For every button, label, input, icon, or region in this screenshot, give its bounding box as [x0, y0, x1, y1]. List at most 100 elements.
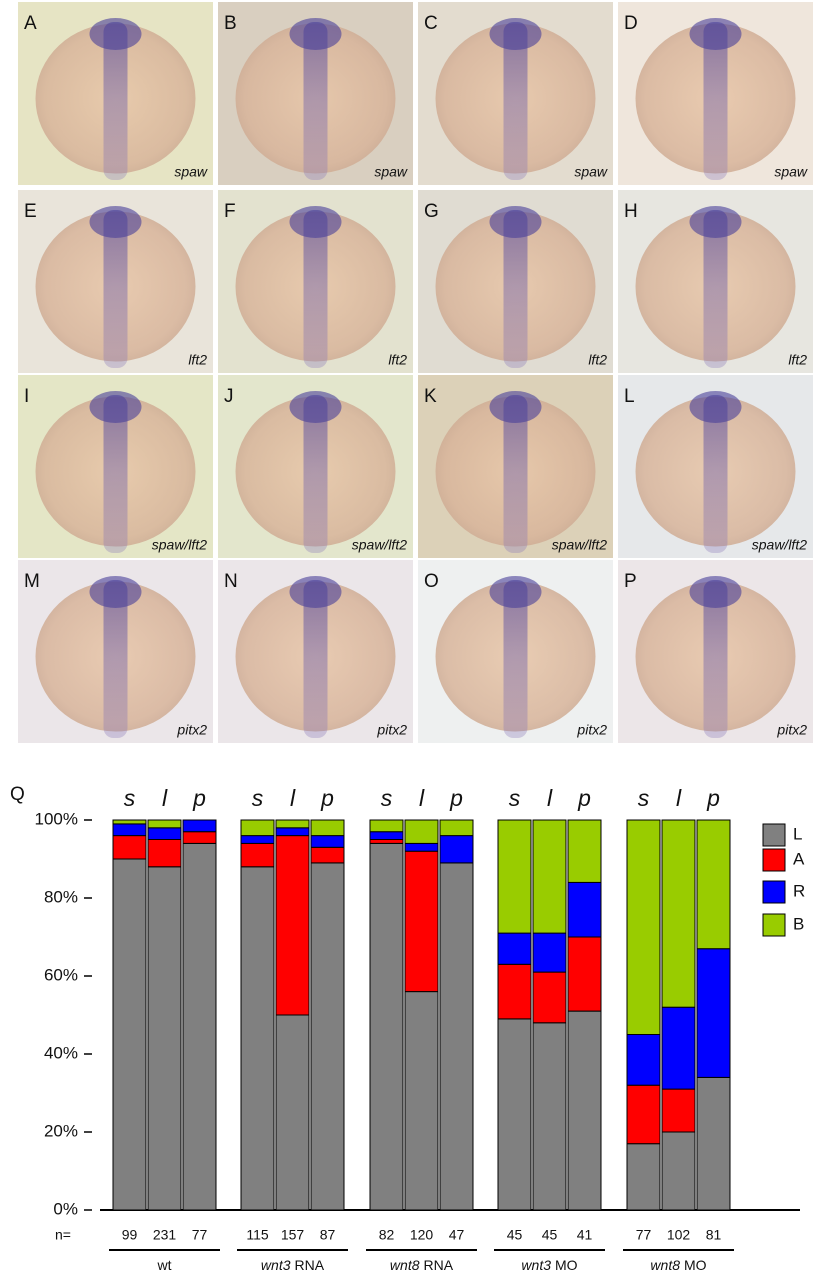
gene-label: spaw	[374, 164, 408, 180]
panel-letter: B	[224, 13, 237, 34]
embryo-axis	[503, 210, 528, 368]
bar-segment	[404, 842, 439, 852]
embryo-axis	[103, 395, 128, 553]
embryo-axis	[703, 395, 728, 553]
legend-label: L	[793, 824, 802, 843]
y-tick-label: 60%	[44, 965, 78, 984]
bar-segment	[439, 819, 474, 837]
embryo-axis	[503, 22, 528, 180]
bar-segment	[112, 819, 147, 825]
gene-label: pitx2	[176, 722, 207, 738]
bar-segment	[240, 835, 275, 844]
n-prefix: n=	[55, 1227, 71, 1243]
y-tick-label: 80%	[44, 887, 78, 906]
group-label: wnt8 MO	[650, 1257, 706, 1273]
bar-segment	[661, 1131, 696, 1211]
panel-letter: J	[224, 386, 234, 407]
legend-swatch	[762, 848, 786, 872]
embryo-head	[489, 391, 542, 423]
embryo-head	[289, 206, 342, 238]
bar-segment	[369, 842, 404, 1211]
gene-label: lft2	[588, 352, 607, 368]
panel-letter: G	[424, 201, 439, 222]
embryo-head	[689, 18, 742, 50]
embryo-head	[289, 576, 342, 608]
bar-segment	[532, 819, 567, 934]
bar-segment	[532, 932, 567, 973]
group-label: wnt3 RNA	[261, 1257, 325, 1273]
bar-segment	[532, 1022, 567, 1211]
legend-label: B	[793, 914, 804, 933]
bar-segment	[497, 1018, 532, 1211]
gene-label: pitx2	[576, 722, 607, 738]
bar-segment	[240, 866, 275, 1211]
bar-segment	[275, 819, 310, 829]
bar-category: p	[320, 785, 334, 811]
panel-letter: C	[424, 13, 438, 34]
panel-letter: Q	[10, 784, 25, 805]
gene-label: spaw/lft2	[352, 537, 407, 553]
bar-category: s	[124, 785, 136, 811]
bar-segment	[696, 948, 731, 1078]
n-label: 120	[410, 1227, 434, 1243]
embryo-head	[89, 391, 142, 423]
bar-segment	[112, 823, 147, 837]
bar-segment	[532, 971, 567, 1024]
group-suffix: MO	[555, 1257, 578, 1273]
bar-category: s	[638, 785, 650, 811]
bar-segment	[275, 827, 310, 837]
bar-segment	[182, 819, 217, 833]
group-gene: wt	[157, 1257, 172, 1273]
bar-segment	[182, 831, 217, 844]
group-gene: wnt8	[390, 1257, 420, 1273]
bar-segment	[567, 881, 602, 938]
bar-segment	[310, 862, 345, 1211]
bar-segment	[275, 835, 310, 1016]
group-label: wt	[157, 1257, 172, 1273]
legend-swatch	[762, 823, 786, 847]
embryo-axis	[303, 580, 328, 738]
embryo-axis	[703, 210, 728, 368]
embryo-head	[489, 576, 542, 608]
bar-segment	[240, 819, 275, 837]
embryo-head	[489, 18, 542, 50]
gene-label: spaw	[174, 164, 208, 180]
gene-label: lft2	[788, 352, 807, 368]
bar-segment	[439, 835, 474, 864]
bar-category: l	[547, 785, 553, 811]
chart: Q 0% 20% 40% 60% 80% 100% s 99 l 231 p 77 s 115 l 157 p 87…	[10, 784, 805, 1273]
n-label: 231	[153, 1227, 177, 1243]
panel-letter: F	[224, 201, 236, 222]
embryo-head	[89, 206, 142, 238]
bar-segment	[310, 846, 345, 864]
embryo-axis	[103, 22, 128, 180]
bar-segment	[567, 936, 602, 1012]
bar-segment	[661, 1006, 696, 1090]
embryo-axis	[703, 22, 728, 180]
embryo-axis	[103, 580, 128, 738]
panel-letter: P	[624, 571, 637, 592]
bar-segment	[112, 858, 147, 1211]
bar-segment	[369, 819, 404, 833]
embryo-axis	[303, 210, 328, 368]
y-tick-label: 0%	[53, 1199, 78, 1218]
bar-segment	[567, 1010, 602, 1211]
panel-letter: O	[424, 571, 439, 592]
bar-segment	[626, 1084, 661, 1145]
embryo-axis	[503, 580, 528, 738]
group-label: wnt8 RNA	[390, 1257, 454, 1273]
group-gene: wnt3	[261, 1257, 291, 1273]
embryo-head	[689, 391, 742, 423]
n-label: 102	[667, 1227, 691, 1243]
panel-letter: D	[624, 13, 638, 34]
gene-label: lft2	[188, 352, 207, 368]
bar-segment	[696, 819, 731, 950]
y-tick-label: 40%	[44, 1043, 78, 1062]
n-label: 77	[192, 1227, 208, 1243]
bar-segment	[497, 963, 532, 1020]
bar-segment	[626, 1034, 661, 1086]
bar-category: s	[509, 785, 521, 811]
gene-label: spaw/lft2	[752, 537, 807, 553]
